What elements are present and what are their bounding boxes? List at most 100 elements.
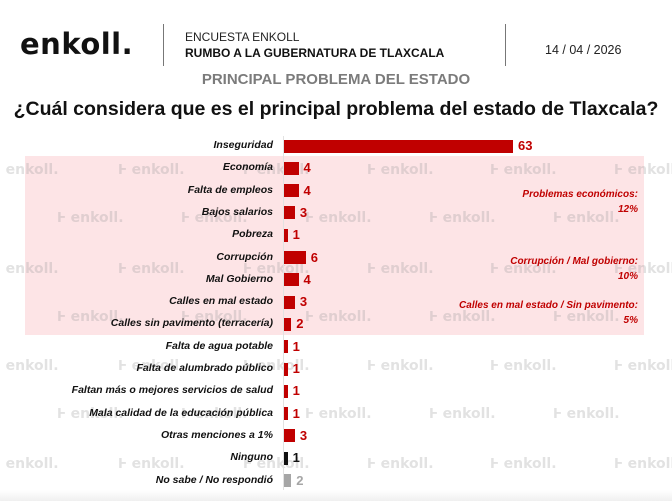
group-annotation-total: 5% (623, 315, 638, 327)
watermark-text: enkoll. (627, 358, 672, 374)
watermark-leaf-icon: Ⱶ (0, 163, 6, 178)
watermark-leaf-icon: Ⱶ (243, 359, 257, 374)
watermark: Ⱶ enkoll. (0, 261, 59, 277)
watermark-leaf-icon: Ⱶ (367, 262, 381, 277)
watermark: Ⱶ enkoll. (57, 309, 124, 325)
watermark-text: enkoll. (380, 358, 434, 374)
watermark-leaf-icon: Ⱶ (614, 457, 628, 472)
watermark-text: enkoll. (318, 406, 372, 422)
group-annotation-label: Corrupción / Mal gobierno: (510, 255, 638, 267)
group-annotation: Corrupción / Mal gobierno: 10% (510, 254, 638, 284)
watermark: Ⱶ enkoll. (429, 309, 496, 325)
data-label: 3 (299, 294, 308, 310)
watermark: Ⱶ enkoll. (118, 456, 185, 472)
data-label: 4 (303, 182, 311, 198)
watermark-leaf-icon: Ⱶ (429, 310, 443, 325)
watermark-leaf-icon: Ⱶ (181, 211, 195, 226)
watermark-leaf-icon: Ⱶ (490, 359, 504, 374)
bar (284, 407, 288, 421)
watermark-leaf-icon: Ⱶ (57, 211, 71, 226)
bar (284, 228, 288, 242)
watermark-text: enkoll. (503, 261, 557, 277)
watermark: Ⱶ enkoll. (490, 358, 557, 374)
category-label: Mala calidad de la educación pública (89, 406, 273, 419)
watermark-leaf-icon: Ⱶ (614, 163, 628, 178)
watermark: Ⱶ enkoll. (181, 210, 248, 226)
group-annotation-total: 12% (617, 203, 638, 215)
watermark-leaf-icon: Ⱶ (118, 262, 132, 277)
watermark-text: enkoll. (5, 162, 59, 178)
watermark: Ⱶ enkoll. (429, 210, 496, 226)
category-label: No sabe / No respondió (155, 473, 273, 486)
watermark: Ⱶ enkoll. (305, 309, 372, 325)
category-label: Calles sin pavimento (terracería) (110, 317, 273, 330)
watermark-text: enkoll. (131, 358, 185, 374)
data-label: 2 (296, 316, 304, 332)
watermark-text: enkoll. (442, 406, 496, 422)
watermark-leaf-icon: Ⱶ (367, 163, 381, 178)
survey-label: ENCUESTA ENKOLL (185, 30, 300, 44)
watermark: Ⱶ enkoll. (181, 406, 248, 422)
bar (284, 451, 288, 465)
header-divider-left (163, 24, 164, 66)
category-label: Economía (222, 161, 273, 174)
watermark: Ⱶ enkoll. (367, 261, 434, 277)
data-label: 2 (296, 472, 304, 488)
watermark: Ⱶ enkoll. (305, 210, 372, 226)
watermark-leaf-icon: Ⱶ (0, 262, 6, 277)
watermark-text: enkoll. (627, 261, 672, 277)
watermark-leaf-icon: Ⱶ (429, 211, 443, 226)
watermark: Ⱶ enkoll. (490, 261, 557, 277)
watermark: Ⱶ enkoll. (553, 210, 620, 226)
header-divider-right (505, 24, 506, 66)
data-label: 1 (292, 383, 300, 399)
category-label: Corrupción (216, 250, 273, 263)
data-label: 4 (303, 160, 311, 176)
watermark-leaf-icon: Ⱶ (305, 211, 319, 226)
watermark-leaf-icon: Ⱶ (367, 359, 381, 374)
watermark-leaf-icon: Ⱶ (181, 407, 195, 422)
data-label: 1 (292, 405, 300, 421)
watermark: Ⱶ enkoll. (57, 210, 124, 226)
watermark-text: enkoll. (5, 261, 59, 277)
watermark-text: enkoll. (131, 456, 185, 472)
category-label: Falta de agua potable (165, 339, 273, 352)
watermark-leaf-icon: Ⱶ (181, 310, 195, 325)
watermark-leaf-icon: Ⱶ (490, 163, 504, 178)
watermark-text: enkoll. (566, 406, 620, 422)
group-annotation-label: Problemas económicos: (522, 188, 638, 200)
category-label: Bajos salarios (201, 205, 273, 218)
watermark-text: enkoll. (503, 162, 557, 178)
watermark-leaf-icon: Ⱶ (614, 359, 628, 374)
data-label: 1 (292, 450, 300, 466)
chart-axis-line (283, 136, 284, 496)
watermark-text: enkoll. (503, 456, 557, 472)
watermark-text: enkoll. (131, 261, 185, 277)
watermark: Ⱶ enkoll. (181, 309, 248, 325)
data-label: 6 (310, 249, 319, 265)
category-label: Falta de empleos (187, 183, 273, 196)
watermark-text: enkoll. (70, 210, 124, 226)
watermark-leaf-icon: Ⱶ (0, 457, 6, 472)
data-label: 63 (518, 138, 533, 153)
category-label: Mal Gobierno (205, 272, 273, 285)
group-annotation: Problemas económicos: 12% (522, 187, 638, 217)
watermark: Ⱶ enkoll. (367, 358, 434, 374)
bar (284, 139, 513, 153)
bar (284, 474, 292, 487)
data-label: 1 (292, 227, 300, 243)
category-label: Inseguridad (213, 139, 273, 151)
watermark: Ⱶ enkoll. (118, 261, 185, 277)
watermark-leaf-icon: Ⱶ (118, 457, 132, 472)
watermark-text: enkoll. (627, 162, 672, 178)
watermark: Ⱶ enkoll. (614, 358, 672, 374)
bar (284, 273, 299, 287)
watermark: Ⱶ enkoll. (614, 456, 672, 472)
watermark-leaf-icon: Ⱶ (305, 407, 319, 422)
watermark: Ⱶ enkoll. (118, 162, 185, 178)
page-bottom-edge (0, 490, 672, 501)
category-label: Falta de alumbrado público (136, 362, 273, 374)
watermark-text: enkoll. (5, 456, 59, 472)
category-label: Calles en mal estado (169, 295, 273, 308)
watermark-leaf-icon: Ⱶ (0, 359, 6, 374)
